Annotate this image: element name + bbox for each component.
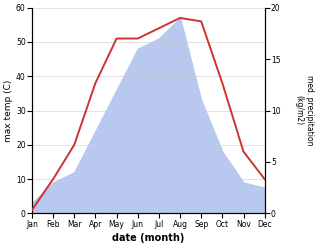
Y-axis label: med. precipitation
(kg/m2): med. precipitation (kg/m2) bbox=[294, 75, 314, 146]
X-axis label: date (month): date (month) bbox=[112, 233, 184, 243]
Y-axis label: max temp (C): max temp (C) bbox=[4, 79, 13, 142]
